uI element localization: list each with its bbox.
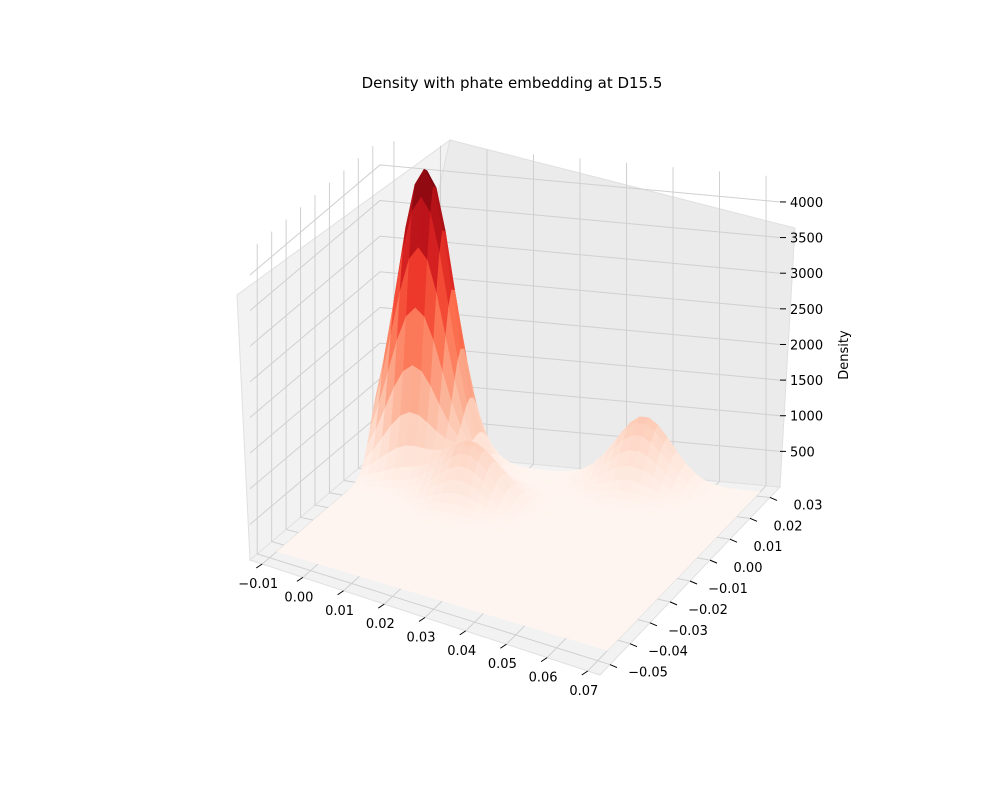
x-tick-label: 0.05: [488, 657, 517, 672]
y-tick-label: −0.01: [708, 582, 748, 597]
x-tick-mark: [418, 617, 426, 622]
y-tick-mark: [609, 664, 618, 669]
y-tick-mark: [709, 559, 718, 564]
y-tick-label: 0.02: [774, 519, 803, 534]
grid-line: [256, 243, 611, 666]
x-tick-label: 0.02: [366, 617, 395, 632]
z-axis-ticks: 500 1000 1500 2000 2500 3000 3500 4000: [780, 196, 823, 460]
z-tick-label: 2500: [790, 303, 823, 318]
z-tick-label: 500: [790, 445, 815, 460]
density-surface: [276, 168, 761, 651]
grid-line: [249, 271, 781, 383]
z-tick-label: 3000: [790, 267, 823, 282]
x-tick-mark: [500, 643, 507, 649]
x-axis-ticks: −0.01 0.00 0.01 0.02 0.03 0.04 0.05 0.06 0.07: [238, 563, 598, 699]
x-tick-mark: [337, 590, 344, 596]
z-tick-label: 2000: [790, 338, 823, 353]
x-tick-mark: [296, 576, 304, 582]
y-tick-label: −0.05: [628, 666, 668, 681]
y-tick-label: 0.03: [794, 498, 823, 513]
x-tick-label: 0.00: [284, 590, 313, 605]
x-tick-mark: [581, 670, 589, 676]
y-tick-mark: [769, 496, 778, 501]
y-tick-label: −0.03: [668, 624, 708, 639]
x-tick-label: 0.03: [407, 631, 436, 646]
y-tick-mark: [649, 622, 658, 627]
y-tick-mark: [689, 580, 698, 585]
grid-line: [249, 342, 781, 454]
z-tick-label: 1000: [790, 410, 823, 425]
y-axis-ticks: −0.05 −0.04 −0.03 −0.02 −0.01 0.00 0.01 0.02 0.0…: [609, 496, 823, 681]
x-tick-mark: [459, 630, 466, 636]
z-axis-label: Density: [837, 330, 852, 380]
y-tick-mark: [729, 538, 738, 543]
x-tick-label: 0.04: [447, 644, 476, 659]
surface-patch: [598, 643, 612, 651]
chart-title: Density with phate embedding at D15.5: [362, 74, 663, 92]
grid-line: [249, 200, 781, 311]
z-tick-label: 4000: [790, 196, 823, 211]
y-tick-mark: [749, 517, 758, 522]
x-tick-label: 0.01: [325, 604, 354, 619]
y-tick-label: 0.01: [754, 540, 783, 555]
grid-line: [249, 164, 781, 276]
grid-line: [249, 235, 781, 347]
y-tick-mark: [629, 643, 638, 648]
y-tick-label: 0.00: [734, 561, 763, 576]
x-tick-mark: [255, 563, 263, 569]
y-tick-label: −0.02: [688, 603, 728, 618]
x-tick-label: 0.07: [569, 684, 598, 699]
z-tick-label: 1500: [790, 374, 823, 389]
z-tick-label: 3500: [790, 232, 823, 247]
y-tick-label: −0.04: [648, 645, 688, 660]
x-tick-label: −0.01: [238, 577, 278, 592]
x-tick-mark: [378, 603, 385, 609]
x-tick-mark: [540, 657, 548, 663]
y-tick-mark: [669, 601, 678, 606]
grid-line: [249, 306, 781, 418]
x-tick-label: 0.06: [529, 671, 558, 686]
